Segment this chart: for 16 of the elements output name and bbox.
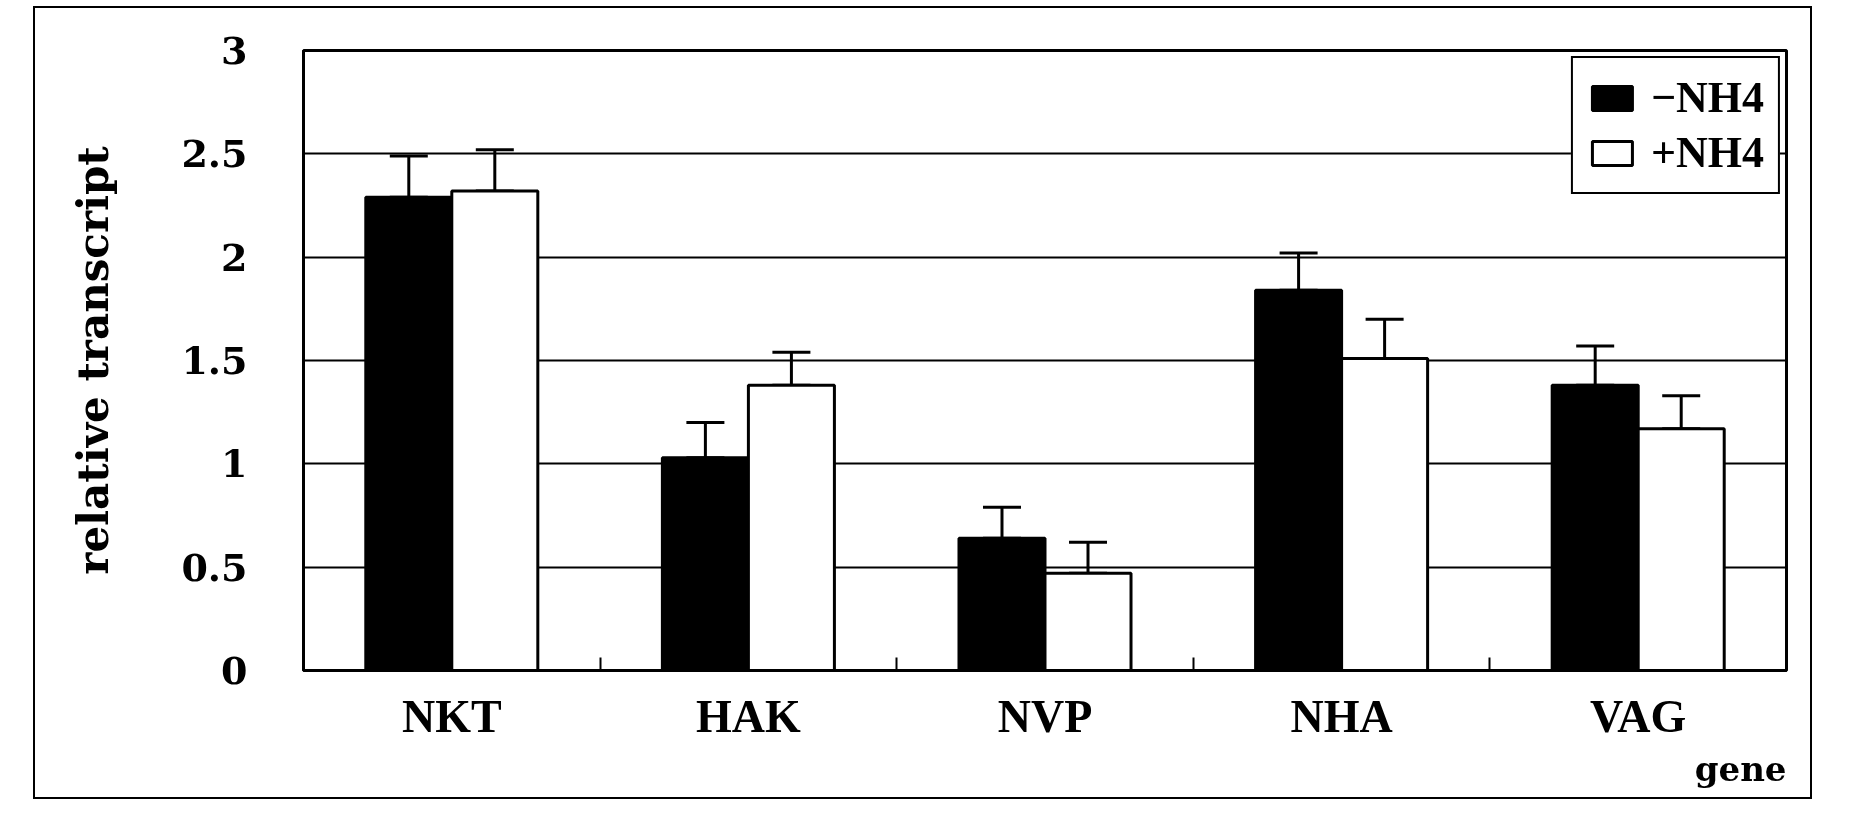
y-tick-label: 1.5 xyxy=(181,338,248,383)
y-tick-label: 2.5 xyxy=(181,131,248,177)
x-tick-label: HAK xyxy=(696,690,802,742)
y-tick-label: 1 xyxy=(221,441,248,487)
y-tick-label: 2 xyxy=(221,234,248,280)
legend-label: −NH4 xyxy=(1650,72,1764,123)
legend-label: +NH4 xyxy=(1650,127,1764,178)
x-tick-label: NKT xyxy=(401,690,502,742)
y-tick-label: 0 xyxy=(221,648,248,693)
y-tick-label: 3 xyxy=(221,28,248,73)
x-tick-label: VAG xyxy=(1590,690,1687,742)
x-tick-label: NVP xyxy=(997,690,1093,742)
y-axis-title: relative transcript xyxy=(69,145,119,575)
y-tick-label: 0.5 xyxy=(181,544,248,590)
x-tick-label: NHA xyxy=(1290,690,1393,742)
x-axis-title: gene xyxy=(1694,748,1787,789)
